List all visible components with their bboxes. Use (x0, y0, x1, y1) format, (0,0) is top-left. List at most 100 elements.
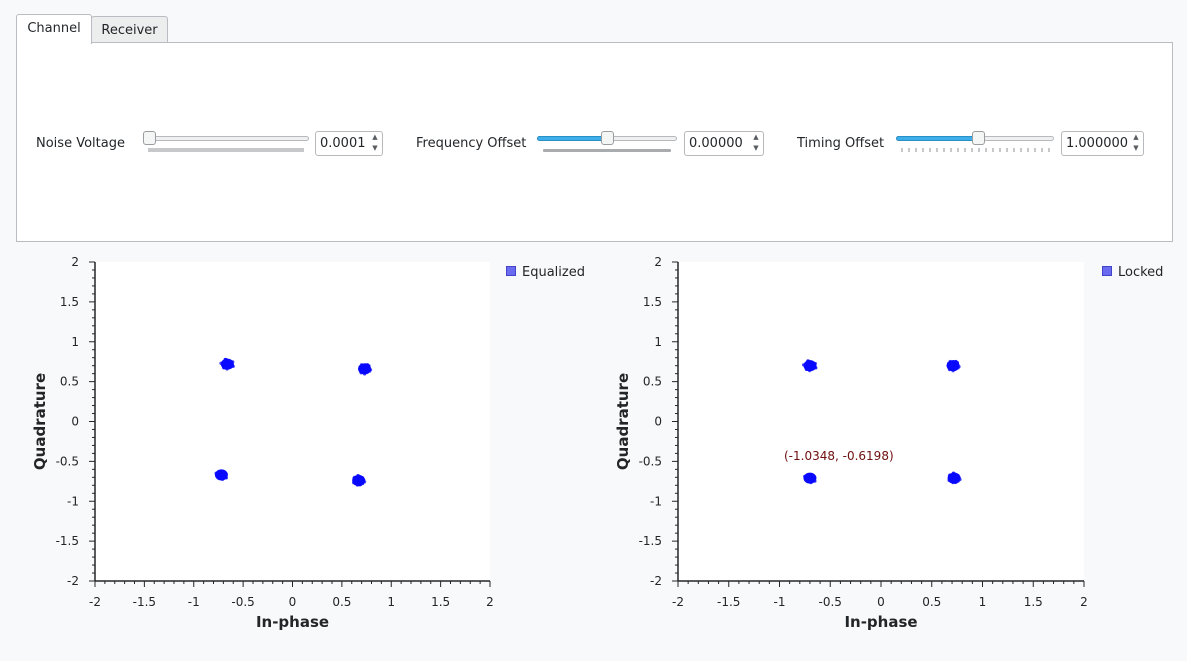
x-tick-label: -1.5 (133, 595, 156, 609)
y-tick-label: -1.5 (639, 534, 662, 548)
data-point (955, 361, 959, 365)
data-point (359, 477, 363, 481)
data-point (365, 368, 369, 372)
data-point (367, 364, 371, 368)
data-point (957, 365, 961, 369)
slider-fill (896, 136, 978, 141)
data-point (801, 363, 806, 367)
constellation-cluster (352, 473, 367, 487)
slider-ticks (901, 148, 1050, 152)
data-point (222, 362, 226, 366)
data-point (218, 473, 222, 477)
data-point (219, 361, 223, 365)
spin-down-icon[interactable]: ▼ (1133, 144, 1139, 152)
spin-up-icon[interactable]: ▲ (1133, 133, 1139, 141)
timing-offset-slider[interactable] (896, 131, 1054, 153)
y-tick-label: 0 (71, 415, 79, 429)
noise-voltage-slider[interactable] (143, 131, 309, 153)
channel-panel: Noise Voltage 0.0001 ▲ ▼ Frequency Offse… (16, 42, 1173, 242)
data-point (352, 477, 356, 481)
data-point (812, 363, 816, 367)
data-point (807, 363, 811, 368)
x-tick-label: 0.5 (332, 595, 351, 609)
data-point (224, 472, 228, 476)
data-point (950, 363, 954, 367)
slider-handle[interactable] (971, 131, 985, 145)
x-axis-title: In-phase (844, 613, 917, 631)
legend-equalized[interactable]: Equalized (506, 265, 585, 280)
equalized-constellation-plot[interactable]: 2 1.5 1 0.5 0 -0.5 -1 -1.5 -2 -2 -1.5 -1 -0.5 0 0.5 1 1.… (20, 250, 500, 640)
plot-area (678, 262, 1084, 581)
data-point (224, 476, 229, 480)
data-point (368, 368, 373, 372)
slider-ticks (148, 148, 304, 152)
data-point (355, 481, 360, 485)
constellation-cluster (803, 472, 817, 485)
y-tick-label: 1.5 (60, 295, 79, 309)
x-tick-label: -2 (672, 595, 684, 609)
tab-channel[interactable]: Channel (16, 14, 92, 44)
y-tick-label: -0.5 (56, 454, 79, 468)
plot-area (95, 262, 490, 581)
constellation-cluster (214, 469, 229, 481)
spin-up-icon[interactable]: ▲ (372, 133, 378, 141)
data-point (958, 477, 962, 482)
data-point (812, 475, 817, 479)
frequency-offset-spinbox[interactable]: 0.00000 ▲ ▼ (684, 131, 764, 156)
data-point (808, 369, 812, 373)
x-tick-label: 0.5 (922, 595, 941, 609)
spin-down-icon[interactable]: ▼ (753, 144, 759, 152)
y-tick-label: 0 (654, 415, 662, 429)
y-axis-title: Quadrature (614, 373, 632, 470)
y-tick-label: -1.5 (56, 534, 79, 548)
noise-voltage-value: 0.0001 (320, 136, 366, 151)
y-tick-label: -2 (67, 574, 79, 588)
data-point (227, 363, 231, 368)
slider-range-bar (543, 149, 671, 152)
spin-down-icon[interactable]: ▼ (372, 144, 378, 152)
y-tick-label: 2 (654, 255, 662, 269)
timing-offset-label: Timing Offset (797, 136, 885, 151)
cursor-coordinate-readout: (-1.0348, -0.6198) (784, 449, 894, 463)
slider-handle[interactable] (143, 131, 156, 145)
x-tick-label: -1 (774, 595, 786, 609)
data-point (223, 357, 228, 362)
x-tick-label: -1.5 (717, 595, 740, 609)
timing-offset-value: 1.000000 (1066, 136, 1129, 151)
data-point (947, 366, 951, 371)
slider-handle[interactable] (601, 131, 614, 145)
data-point (954, 365, 958, 369)
x-tick-label: 1 (387, 595, 395, 609)
data-point (951, 471, 955, 476)
tab-receiver[interactable]: Receiver (91, 16, 168, 43)
timing-offset-spinbox[interactable]: 1.000000 ▲ ▼ (1061, 131, 1144, 156)
y-tick-label: -2 (650, 574, 662, 588)
x-tick-label: 0 (877, 595, 885, 609)
frequency-offset-slider[interactable] (537, 131, 677, 153)
x-tick-label: 2 (486, 595, 494, 609)
legend-label: Equalized (522, 265, 585, 280)
data-point (222, 366, 226, 370)
locked-constellation-plot[interactable]: 2 1.5 1 0.5 0 -0.5 -1 -1.5 -2 -2 -1.5 -1 -0.5 0 0.5 1 1.… (602, 250, 1092, 640)
legend-locked[interactable]: Locked (1102, 265, 1163, 280)
x-tick-label: -0.5 (819, 595, 842, 609)
data-point (953, 480, 957, 485)
noise-voltage-spinbox[interactable]: 0.0001 ▲ ▼ (315, 131, 383, 156)
data-point (806, 476, 811, 481)
y-tick-label: -1 (67, 494, 79, 508)
data-point (353, 480, 357, 484)
constellation-cluster (947, 471, 962, 485)
data-point (229, 361, 234, 365)
data-point (805, 367, 809, 371)
data-point (809, 475, 814, 479)
data-point (952, 476, 956, 480)
x-axis-title: In-phase (256, 613, 329, 631)
data-point (359, 369, 363, 374)
x-tick-label: 1.5 (1024, 595, 1043, 609)
spin-up-icon[interactable]: ▲ (753, 133, 759, 141)
frequency-offset-value: 0.00000 (689, 136, 743, 151)
y-tick-label: 1 (654, 335, 662, 349)
y-tick-label: 0.5 (643, 375, 662, 389)
y-axis-title: Quadrature (31, 373, 49, 470)
x-tick-label: -2 (89, 595, 101, 609)
